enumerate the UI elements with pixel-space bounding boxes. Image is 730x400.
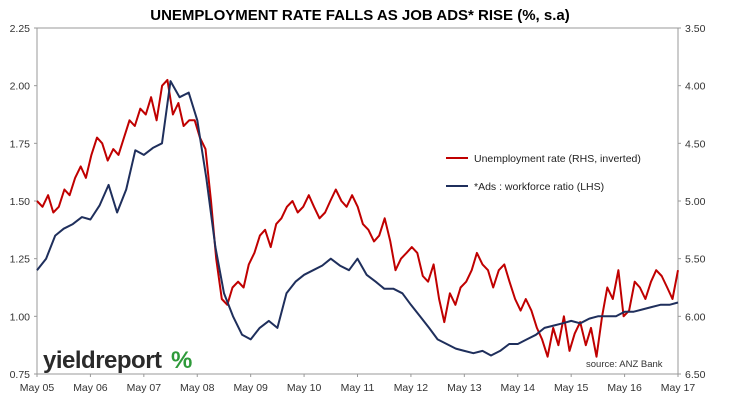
left-tick-label: 1.50 [10,196,31,208]
right-tick-label: 3.50 [685,23,706,35]
left-tick-label: 2.25 [10,23,31,35]
right-tick-label: 4.00 [685,81,706,93]
yieldreport-logo: yieldreport % [43,347,192,374]
source-note: source: ANZ Bank [586,359,663,370]
left-tick-label: 0.75 [10,369,31,381]
x-tick-label: May 15 [554,382,589,394]
x-tick-label: May 05 [20,382,55,394]
series-line-ads [36,80,679,357]
x-tick-label: May 10 [287,382,322,394]
right-axis-ticks: 3.50 4.00 4.50 5.00 5.50 6.00 6.50 [678,23,706,381]
legend-label-ads: *Ads : workforce ratio (LHS) [474,181,604,193]
x-tick-label: May 12 [394,382,429,394]
x-tick-label: May 06 [73,382,108,394]
brand-percent-mark: % [171,347,192,374]
x-tick-label: May 17 [661,382,696,394]
legend-label-unemployment: Unemployment rate (RHS, inverted) [474,153,641,165]
left-tick-label: 1.00 [10,311,31,323]
left-axis-ticks: 0.75 1.00 1.25 1.50 1.75 2.00 2.25 [10,23,37,381]
series-layer [36,78,679,358]
legend: Unemployment rate (RHS, inverted) *Ads :… [446,153,641,193]
left-tick-label: 1.75 [10,138,31,150]
right-tick-label: 4.50 [685,138,706,150]
x-axis-ticks: May 05 May 06 May 07 May 08 May 09 May 10 May … [20,374,696,394]
series-line-unemployment [36,78,679,358]
left-tick-label: 2.00 [10,81,31,93]
x-tick-label: May 13 [447,382,482,394]
x-tick-label: May 08 [180,382,215,394]
right-tick-label: 5.00 [685,196,706,208]
x-tick-label: May 09 [233,382,268,394]
right-tick-label: 5.50 [685,254,706,266]
left-tick-label: 1.25 [10,254,31,266]
x-tick-label: May 11 [341,382,375,394]
right-tick-label: 6.00 [685,311,706,323]
brand-wordmark: yieldreport [43,347,162,374]
x-tick-label: May 16 [607,382,642,394]
right-tick-label: 6.50 [685,369,706,381]
x-tick-label: May 14 [501,382,536,394]
x-tick-label: May 07 [127,382,162,394]
chart-title: UNEMPLOYMENT RATE FALLS AS JOB ADS* RISE… [150,7,570,24]
